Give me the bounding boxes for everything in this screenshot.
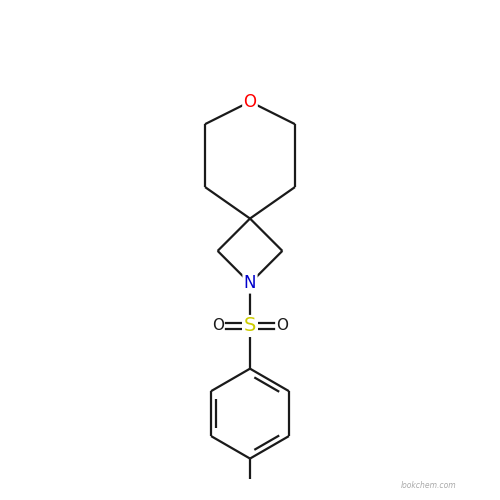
Text: lookchem.com: lookchem.com [401, 482, 457, 490]
Text: O: O [244, 92, 256, 110]
Text: O: O [276, 318, 288, 334]
Text: S: S [244, 316, 256, 336]
Text: O: O [212, 318, 224, 334]
Text: N: N [244, 274, 256, 292]
